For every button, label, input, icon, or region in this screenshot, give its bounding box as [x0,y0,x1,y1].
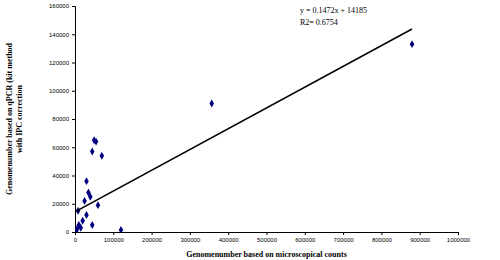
y-tick: 40000 [52,173,75,179]
point [96,201,101,209]
y-tick: 140000 [49,32,75,38]
point [119,226,124,232]
x-tick: 200000 [142,232,163,243]
point [80,217,85,225]
x-axis-title: Genomenumber based on microscopical coun… [186,250,347,259]
y-tick-mark [72,34,75,35]
x-tick-label: 700000 [334,237,355,243]
y-tick: 60000 [52,145,75,151]
y-axis-title: Genomenumber based on qPCR (kit method [5,42,14,195]
y-axis: 0 20000 40000 60000 80000 100000 120000 140000 1… [49,3,76,235]
x-tick-label: 100000 [104,237,125,243]
y-tick-mark [72,63,75,64]
x-tick: 700000 [334,232,355,243]
y-tick: 160000 [49,3,75,9]
x-tick-mark [152,232,153,235]
x-tick: 500000 [257,232,278,243]
y-tick-mark [72,147,75,148]
x-tick-mark [305,232,306,235]
x-tick-label: 1000000 [447,237,471,243]
plot-area [75,29,414,232]
x-tick-label: 500000 [257,237,278,243]
x-tick-label: 400000 [219,237,240,243]
y-tick-mark [72,6,75,7]
y-tick-mark [72,204,75,205]
x-tick: 600000 [295,232,316,243]
x-tick-mark [228,232,229,235]
point [94,138,99,146]
point [410,40,415,48]
y-tick: 100000 [49,88,75,94]
y-tick-label: 40000 [52,173,69,179]
point [90,148,95,156]
x-tick: 800000 [372,232,393,243]
point [209,100,214,108]
x-tick-mark [190,232,191,235]
x-axis-line [76,233,459,236]
y-tick: 20000 [52,201,75,207]
x-tick-mark [458,232,459,235]
x-tick-mark [267,232,268,235]
y-tick-label: 140000 [49,32,70,38]
x-tick: 100000 [104,232,125,243]
y-tick-label: 60000 [52,145,69,151]
y-tick: 0 [66,229,75,235]
point [100,152,105,160]
y-tick-label: 20000 [52,201,69,207]
y-tick-label: 160000 [49,3,70,9]
x-tick-mark [343,232,344,235]
y-axis-line [72,7,76,233]
point [78,224,83,232]
x-tick: 900000 [410,232,431,243]
x-tick: 0 [74,232,78,243]
x-tick-mark [420,232,421,235]
point [82,197,87,205]
x-tick: 1000000 [447,232,471,243]
y-tick-label: 100000 [49,88,70,94]
x-tick-mark [381,232,382,235]
y-tick-mark [72,91,75,92]
y-tick-mark [72,176,75,177]
y-axis-title: with IPC correction [15,85,24,153]
y-tick-label: 0 [66,229,70,235]
annotation: R2= 0.6754 [300,18,338,27]
x-tick-mark [113,232,114,235]
y-tick-label: 120000 [49,60,70,66]
x-tick: 300000 [180,232,201,243]
x-tick-label: 0 [74,237,78,243]
annotation: y = 0.1472x + 14185 [300,6,367,15]
chart: 0100000200000300000400000500000600000700… [0,0,500,260]
x-tick-label: 200000 [142,237,163,243]
point [84,177,89,185]
point [88,193,93,201]
x-tick-label: 800000 [372,237,393,243]
x-tick-label: 900000 [410,237,431,243]
y-tick-label: 80000 [52,116,69,122]
x-tick: 400000 [219,232,240,243]
x-axis: 0 100000 200000 300000 400000 500000 600000 700… [74,232,471,243]
y-tick-mark [72,232,75,233]
x-tick-label: 300000 [180,237,201,243]
y-tick-mark [72,119,75,120]
y-tick: 120000 [49,60,75,66]
point [84,211,89,219]
y-tick: 80000 [52,116,75,122]
x-tick-label: 600000 [295,237,316,243]
point [90,221,95,229]
trend-line [75,29,412,212]
